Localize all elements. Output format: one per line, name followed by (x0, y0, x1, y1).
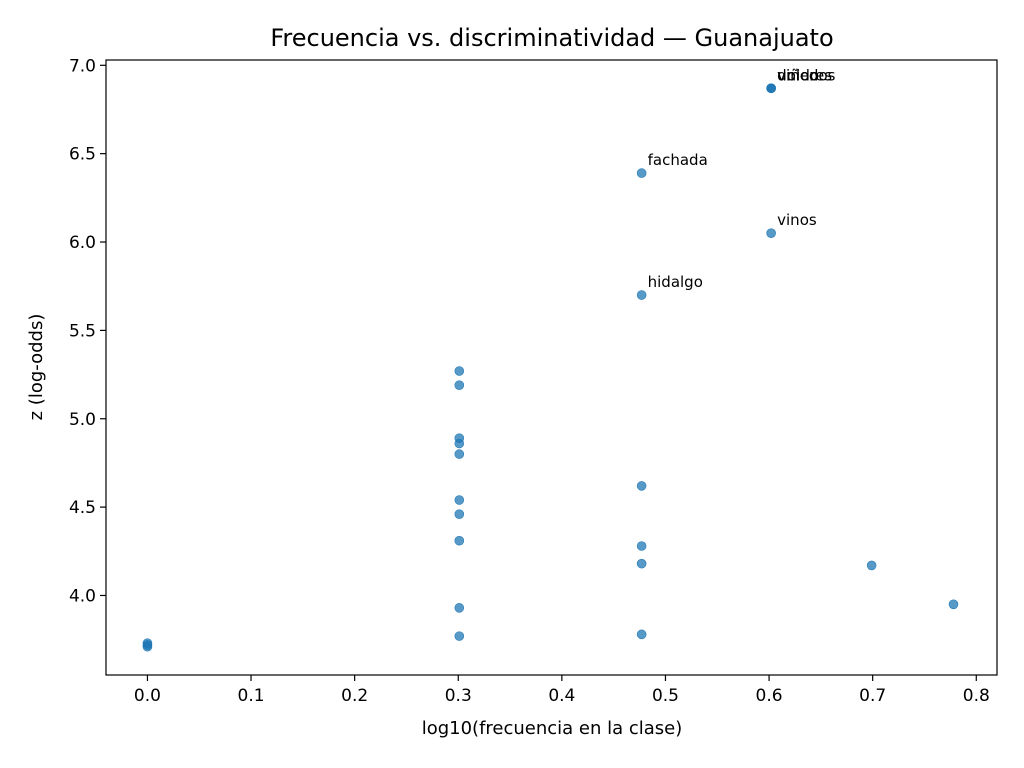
point-annotation: dolores (777, 66, 832, 84)
point-annotation: hidalgo (648, 273, 703, 291)
data-point (866, 560, 877, 571)
data-point (142, 641, 153, 652)
data-point (454, 631, 465, 641)
y-axis-ticks: 4.0 4.5 5.0 5.5 6.0 6.5 7.0 (69, 56, 106, 606)
y-tick-label: 5.5 (69, 321, 96, 341)
data-point (636, 629, 647, 640)
data-point (454, 366, 465, 376)
data-point (454, 380, 465, 390)
y-axis-label: z (log-odds) (26, 314, 47, 421)
data-point (636, 558, 647, 569)
y-tick-label: 7.0 (69, 56, 96, 76)
y-tick-label: 6.0 (69, 233, 96, 253)
x-tick-label: 0.6 (756, 686, 783, 706)
x-tick-label: 0.5 (652, 686, 679, 706)
x-axis-ticks: 0.0 0.1 0.2 0.3 0.4 0.5 0.6 0.7 0.8 (134, 675, 990, 706)
data-point (948, 599, 959, 610)
x-tick-label: 0.2 (341, 686, 368, 706)
data-point (454, 603, 465, 613)
y-tick-label: 6.5 (69, 145, 96, 165)
point-annotation: vinos (777, 211, 817, 229)
x-tick-label: 0.1 (238, 686, 265, 706)
point-annotation: fachada (648, 151, 708, 169)
data-point (454, 449, 465, 459)
data-point (766, 83, 776, 94)
data-point (454, 509, 465, 519)
x-tick-label: 0.8 (963, 686, 990, 706)
data-point (636, 541, 647, 551)
x-tick-label: 0.4 (548, 686, 575, 706)
points-layer (142, 83, 959, 652)
point-annotation: viñedos (777, 66, 835, 84)
data-point (454, 535, 465, 546)
data-point (636, 481, 647, 491)
data-point (766, 228, 776, 238)
x-tick-label: 0.0 (134, 686, 161, 706)
data-point (636, 290, 647, 300)
data-point (454, 495, 465, 505)
x-axis-label: log10(frecuencia en la clase) (422, 718, 683, 739)
data-point (636, 168, 647, 178)
y-tick-label: 5.0 (69, 410, 96, 430)
y-tick-label: 4.5 (69, 498, 96, 518)
x-tick-label: 0.3 (445, 686, 472, 706)
plot-frame (105, 59, 998, 676)
x-tick-label: 0.7 (859, 686, 886, 706)
y-tick-label: 4.0 (69, 586, 96, 606)
point-annotation: unido (777, 66, 819, 84)
chart-title: Frecuencia vs. discriminatividad — Guana… (270, 24, 833, 52)
data-point (454, 438, 465, 449)
